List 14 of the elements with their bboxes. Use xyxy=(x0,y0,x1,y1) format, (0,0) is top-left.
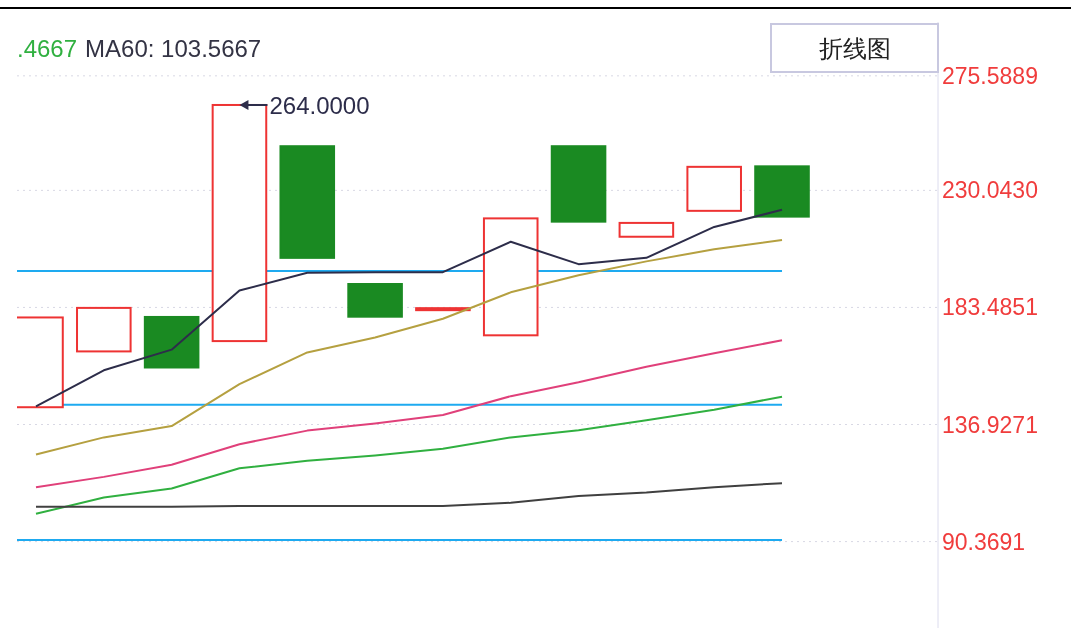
line-series xyxy=(34,339,784,489)
line-series xyxy=(34,208,784,408)
annotation: MA60: 103.5667 xyxy=(85,35,262,62)
line-series xyxy=(34,395,784,515)
y-tick-label: 275.5889 xyxy=(942,62,1038,89)
y-tick-label: 90.3691 xyxy=(942,528,1026,555)
annotation: .4667 xyxy=(17,35,78,62)
line-series xyxy=(34,239,784,456)
annotation: 264.0000 xyxy=(269,91,370,119)
line-series xyxy=(34,482,784,508)
y-tick-label: 230.0430 xyxy=(942,177,1038,204)
picture-button: 折线图 xyxy=(770,23,939,73)
y-tick-label: 183.4851 xyxy=(942,294,1038,321)
y-tick-label: 136.9271 xyxy=(942,411,1038,438)
